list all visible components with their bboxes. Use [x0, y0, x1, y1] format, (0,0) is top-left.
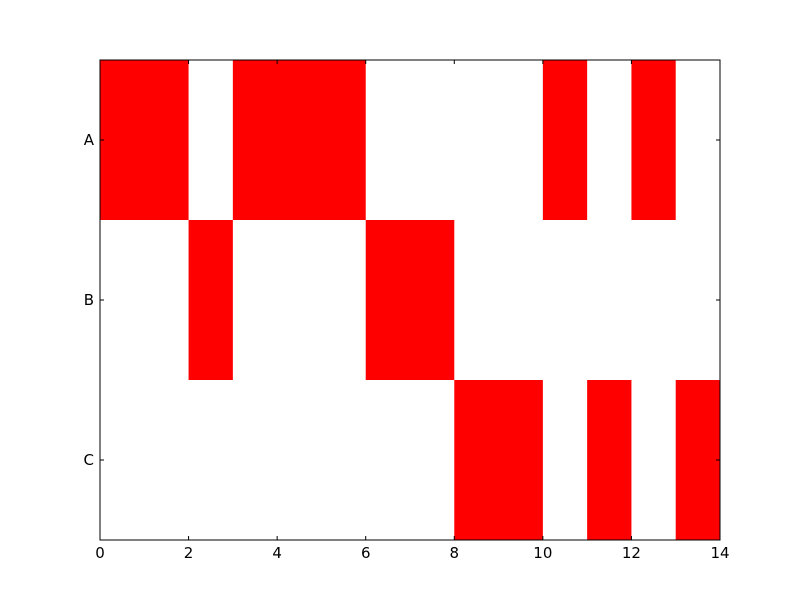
y-category-label-c: C — [84, 451, 94, 469]
x-tick-label: 12 — [622, 544, 641, 562]
bars-layer — [100, 60, 720, 540]
y-category-label-b: B — [84, 291, 94, 309]
bar-a-2 — [542, 60, 588, 220]
x-tick-label: 14 — [710, 544, 729, 562]
ticks-layer — [99, 60, 721, 540]
labels-layer: 0 2 4 6 8 10 12 14 A B C — [84, 131, 730, 562]
x-tick-label: 0 — [95, 544, 105, 562]
bar-b-0 — [188, 220, 233, 380]
y-category-label-a: A — [84, 131, 95, 149]
bar-c-2 — [675, 380, 720, 540]
bar-b-1 — [365, 220, 455, 380]
x-tick-label: 8 — [450, 544, 460, 562]
x-tick-label: 2 — [184, 544, 194, 562]
plot-frame — [99, 59, 721, 541]
x-tick-label: 6 — [361, 544, 371, 562]
bar-c-0 — [454, 380, 543, 540]
bar-c-1 — [587, 380, 632, 540]
x-tick-label: 4 — [272, 544, 282, 562]
bar-a-0 — [100, 60, 189, 220]
bar-a-1 — [232, 60, 366, 220]
bar-a-3 — [631, 60, 676, 220]
x-tick-label: 10 — [533, 544, 552, 562]
